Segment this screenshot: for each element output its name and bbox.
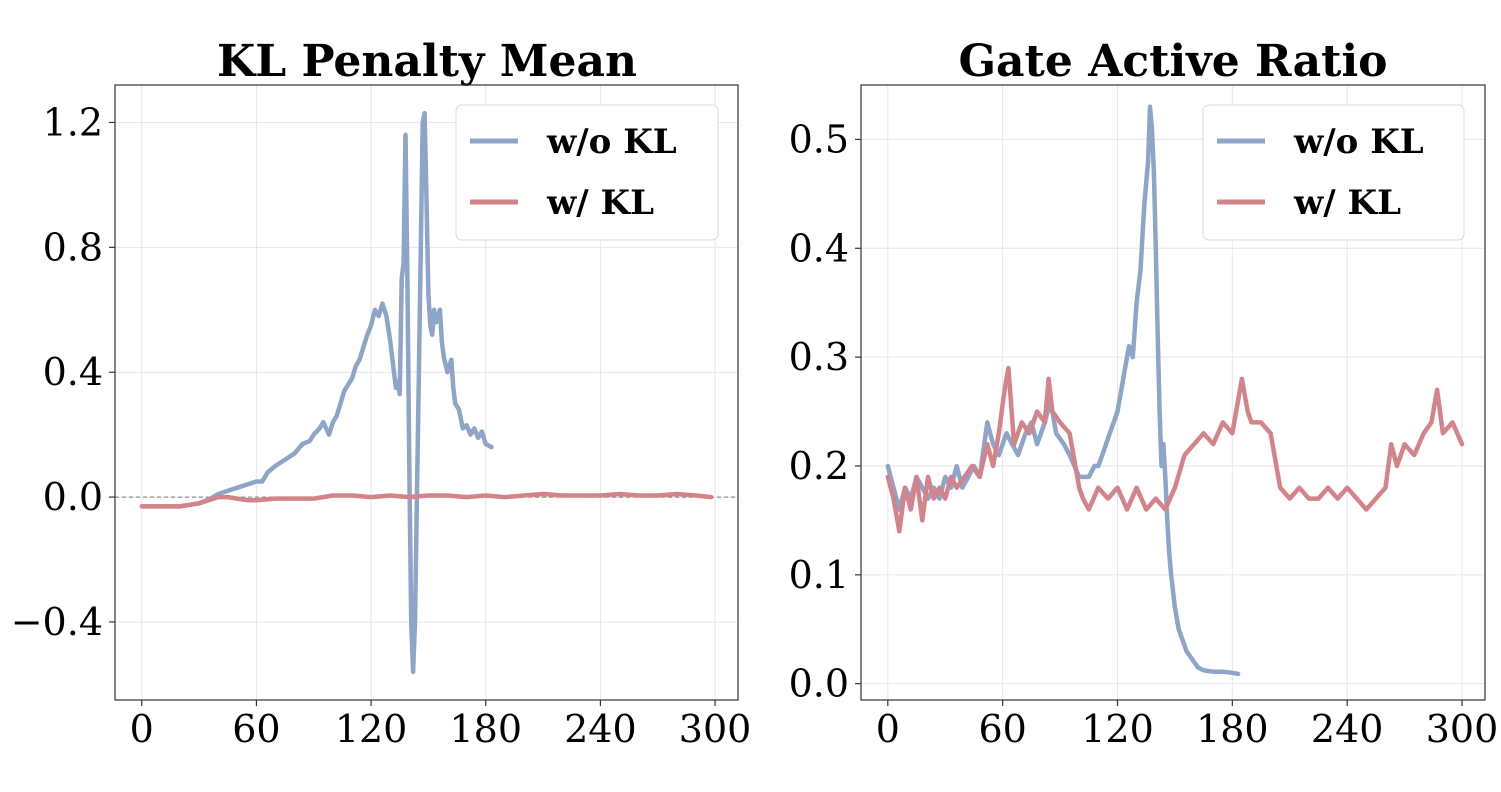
x-tick-label: 120 xyxy=(335,707,408,751)
x-tick-label: 240 xyxy=(564,707,637,751)
x-tick-labels: 0 60 120 180 240 300 xyxy=(876,700,1499,751)
series-line-w-kl xyxy=(139,491,714,509)
series-lines xyxy=(139,110,714,675)
x-tick-label: 240 xyxy=(1311,707,1384,751)
panel-kl-penalty-mean: KL Penalty Mean 0 60 120 180 240 300 −0.4 0.0 0… xyxy=(11,36,752,751)
x-tick-label: 300 xyxy=(1426,707,1499,751)
y-tick-label: 0.1 xyxy=(789,553,849,597)
x-tick-label: 60 xyxy=(978,707,1026,751)
y-tick-label: 1.2 xyxy=(43,100,103,144)
legend: w/o KL w/ KL xyxy=(1202,104,1465,241)
x-tick-label: 0 xyxy=(130,707,154,751)
x-tick-labels: 0 60 120 180 240 300 xyxy=(130,700,752,751)
y-tick-label: 0.4 xyxy=(43,350,103,394)
legend-label-w-kl: w/ KL xyxy=(1293,183,1401,223)
y-tick-label: 0.0 xyxy=(789,662,849,706)
legend-label-w-kl: w/ KL xyxy=(546,183,654,223)
legend-box xyxy=(455,104,719,241)
chart-title: Gate Active Ratio xyxy=(958,36,1387,87)
y-tick-labels: −0.4 0.0 0.4 0.8 1.2 xyxy=(11,100,115,644)
legend-label-wo-kl: w/o KL xyxy=(1293,122,1424,162)
y-tick-label: 0.4 xyxy=(789,226,849,270)
y-tick-label: 0.2 xyxy=(789,444,849,488)
x-tick-label: 300 xyxy=(679,707,752,751)
y-tick-label: 0.8 xyxy=(43,225,103,269)
y-tick-label: 0.5 xyxy=(789,117,849,161)
x-tick-label: 0 xyxy=(876,707,900,751)
chart-title: KL Penalty Mean xyxy=(217,36,637,87)
legend: w/o KL w/ KL xyxy=(455,104,719,241)
x-tick-label: 180 xyxy=(1196,707,1269,751)
panel-gate-active-ratio: Gate Active Ratio 0 60 120 180 240 300 0.0 0.1… xyxy=(789,36,1499,751)
series-lines xyxy=(885,104,1465,677)
series-line-w-kl xyxy=(885,365,1465,534)
y-tick-label: −0.4 xyxy=(11,600,103,644)
x-tick-label: 60 xyxy=(232,707,280,751)
plot-frame xyxy=(114,84,739,701)
x-tick-label: 120 xyxy=(1081,707,1154,751)
legend-label-wo-kl: w/o KL xyxy=(546,122,677,162)
legend-box xyxy=(1202,104,1465,241)
series-line-wo-kl xyxy=(885,104,1241,677)
y-tick-label: 0.0 xyxy=(43,475,103,519)
y-tick-labels: 0.0 0.1 0.2 0.3 0.4 0.5 xyxy=(789,117,861,706)
x-tick-label: 180 xyxy=(449,707,522,751)
series-line-wo-kl xyxy=(139,110,494,675)
plot-frame xyxy=(860,84,1486,701)
y-tick-label: 0.3 xyxy=(789,335,849,379)
